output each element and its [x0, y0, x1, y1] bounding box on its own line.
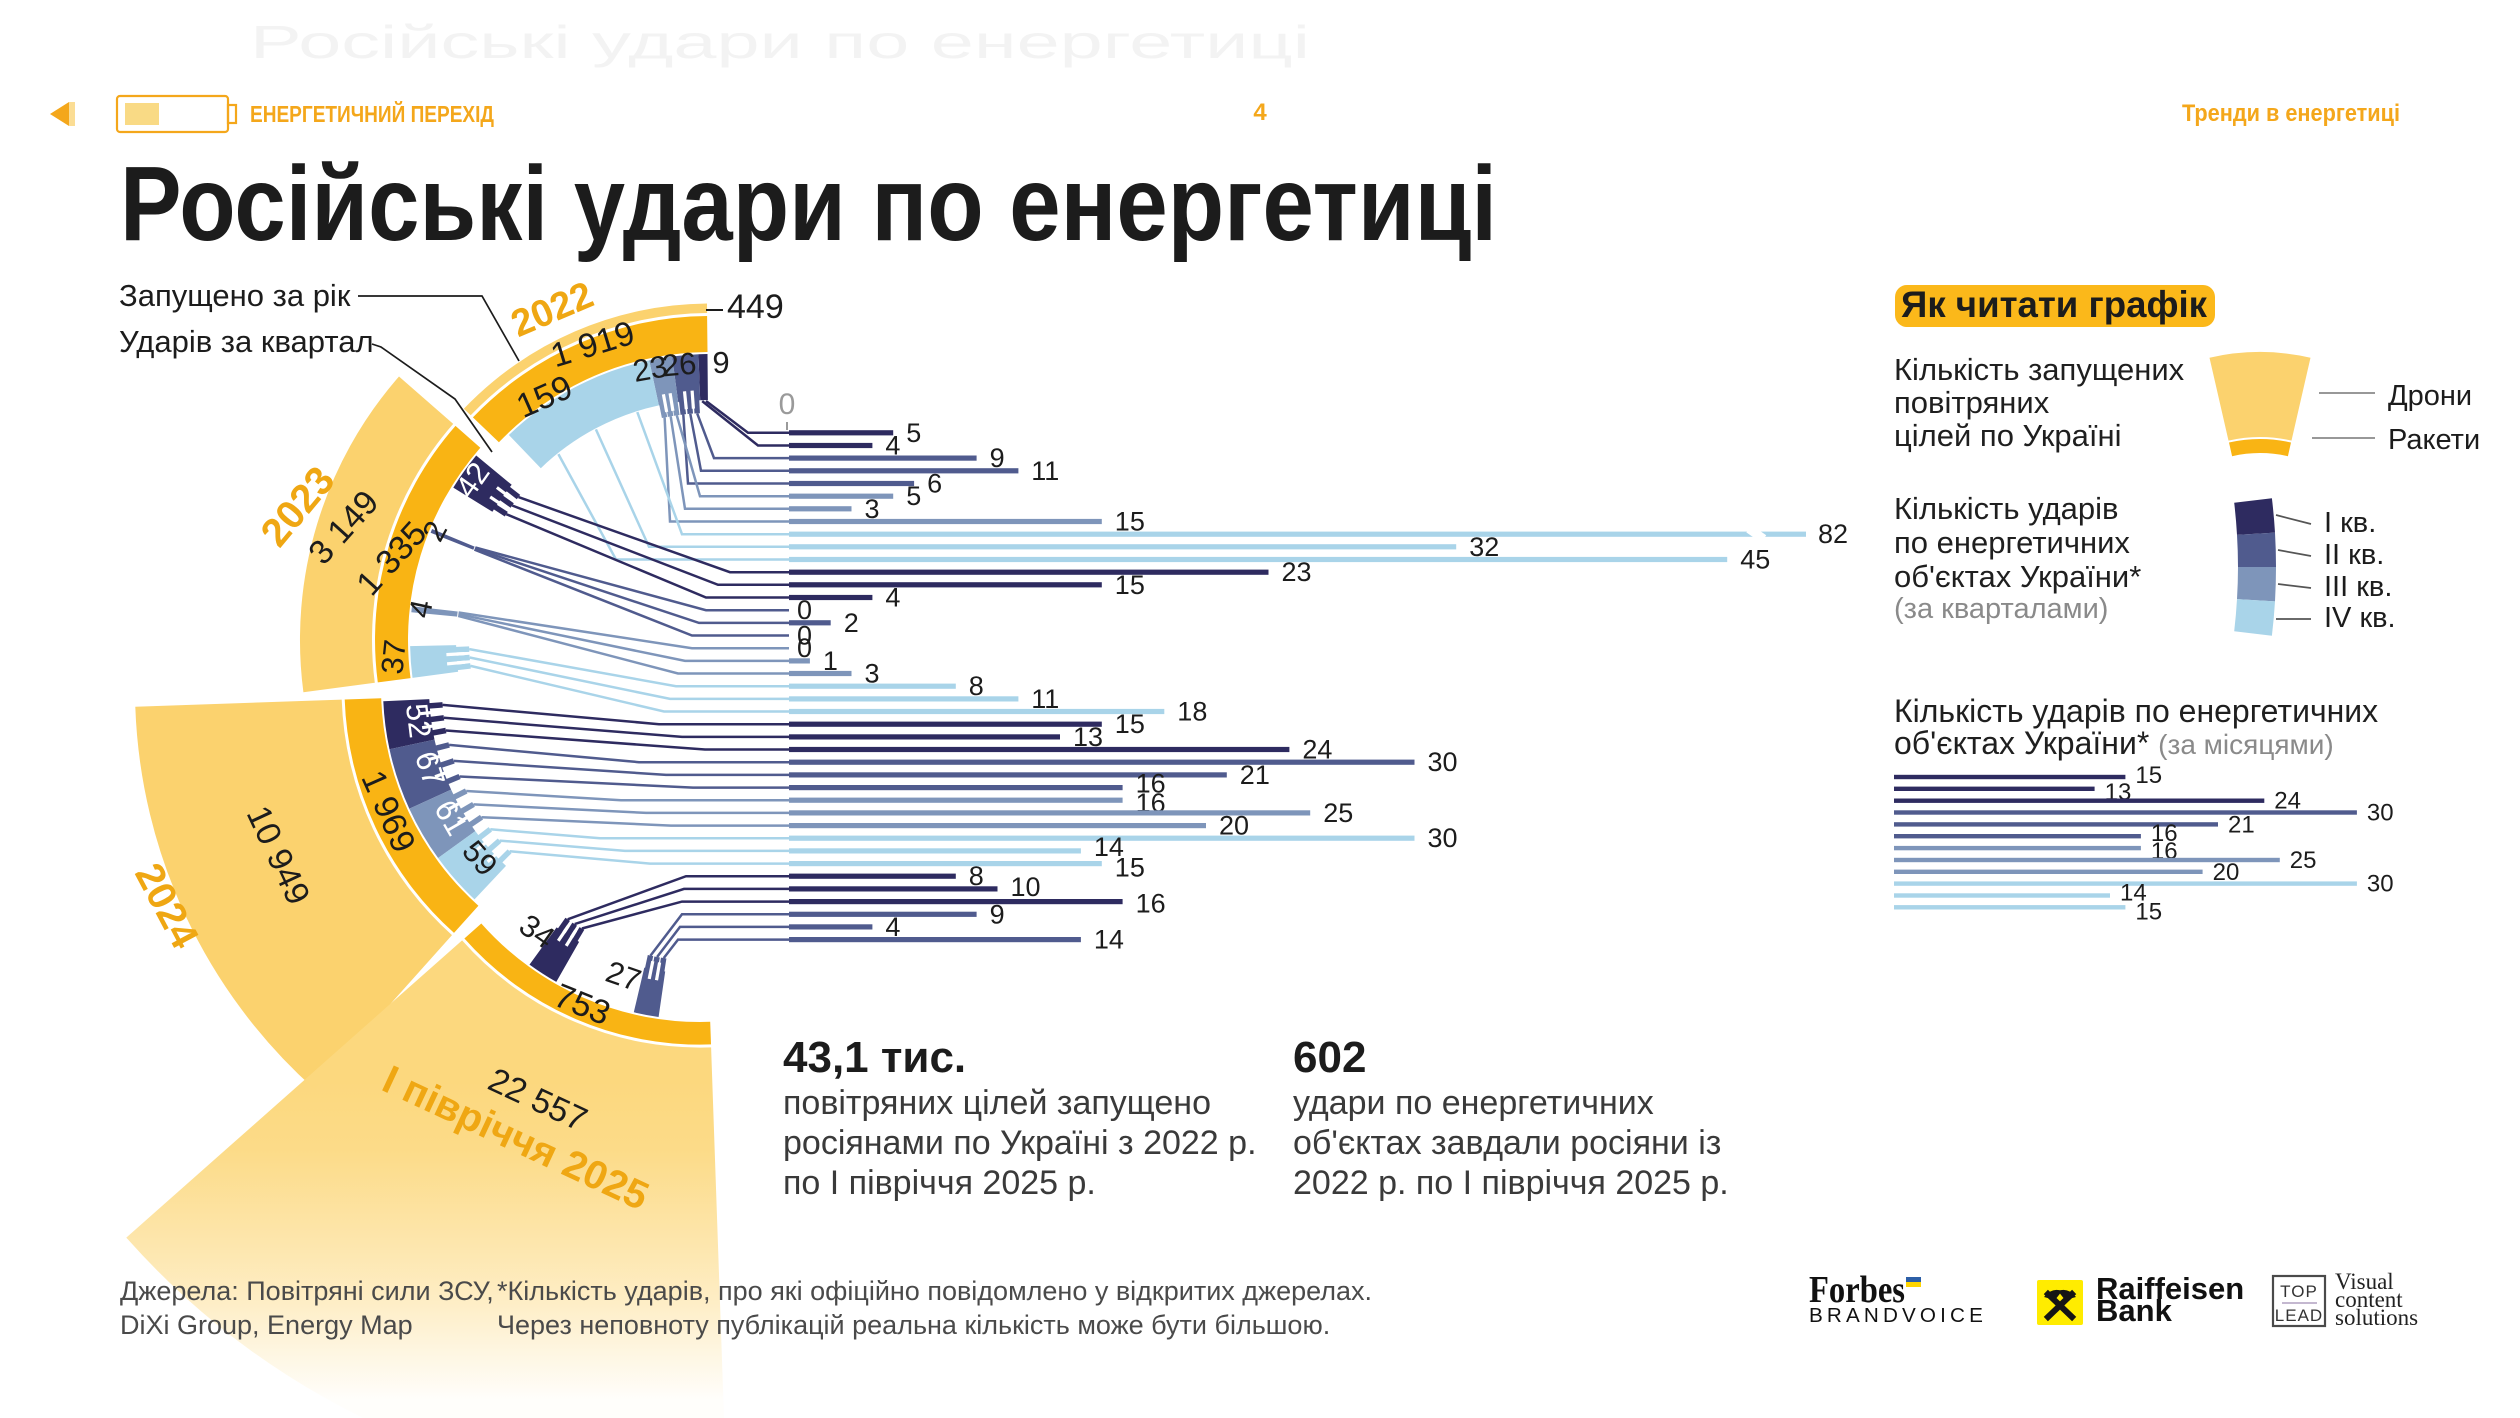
- svg-text:DiXi Group, Energy Map: DiXi Group, Energy Map: [120, 1310, 413, 1340]
- svg-text:30: 30: [2367, 800, 2394, 827]
- svg-text:9: 9: [990, 899, 1005, 929]
- svg-text:TOP: TOP: [2280, 1282, 2318, 1301]
- svg-text:14: 14: [2120, 880, 2147, 907]
- svg-text:Кількість запущених: Кількість запущених: [1894, 352, 2185, 387]
- svg-text:0: 0: [779, 388, 796, 421]
- svg-text:Forbes: Forbes: [1809, 1269, 1905, 1311]
- svg-text:16: 16: [1136, 769, 1166, 799]
- svg-text:14: 14: [1094, 832, 1124, 862]
- svg-text:Кількість ударів по енергетичн: Кількість ударів по енергетичних: [1894, 693, 2378, 729]
- svg-text:solutions: solutions: [2335, 1305, 2418, 1330]
- svg-text:15: 15: [1115, 853, 1145, 883]
- svg-text:30: 30: [1428, 747, 1458, 777]
- svg-text:20: 20: [2213, 859, 2240, 886]
- svg-text:Ракети: Ракети: [2388, 424, 2480, 456]
- svg-text:Російські удари по енергетиці: Російські удари по енергетиці: [120, 145, 1497, 263]
- svg-text:Visual: Visual: [2335, 1269, 2394, 1294]
- svg-text:І кв.: І кв.: [2324, 507, 2376, 539]
- svg-text:*Кількість ударів, про які офі: *Кількість ударів, про які офіційно пові…: [497, 1276, 1372, 1306]
- svg-text:14: 14: [1094, 925, 1124, 955]
- svg-text:30: 30: [2367, 871, 2394, 898]
- svg-text:Дрони: Дрони: [2388, 380, 2472, 412]
- svg-text:15: 15: [1115, 570, 1145, 600]
- svg-text:по І півріччя 2025 р.: по І півріччя 2025 р.: [783, 1164, 1096, 1202]
- svg-text:23: 23: [1282, 557, 1312, 587]
- svg-text:BRANDVOICE: BRANDVOICE: [1809, 1305, 1987, 1327]
- svg-text:52: 52: [399, 701, 438, 739]
- svg-text:об'єктах України*: об'єктах України*: [1894, 559, 2141, 594]
- svg-text:ІІ кв.: ІІ кв.: [2324, 539, 2384, 571]
- svg-text:82: 82: [1818, 519, 1848, 549]
- svg-text:ІІІ кв.: ІІІ кв.: [2324, 571, 2392, 603]
- svg-text:повітряних: повітряних: [1894, 385, 2050, 420]
- svg-text:0: 0: [797, 633, 812, 663]
- svg-text:1: 1: [823, 646, 838, 676]
- svg-text:4: 4: [885, 583, 900, 613]
- svg-text:15: 15: [1115, 507, 1145, 537]
- svg-text:Джерела: Повітряні сили ЗСУ,: Джерела: Повітряні сили ЗСУ,: [120, 1276, 494, 1306]
- svg-text:21: 21: [2228, 811, 2255, 838]
- svg-text:content: content: [2335, 1287, 2403, 1312]
- svg-text:Тренди в енергетиці: Тренди в енергетиці: [2182, 100, 2400, 127]
- svg-text:об'єктах України* (за місяцями: об'єктах України* (за місяцями): [1894, 725, 2334, 761]
- svg-text:по енергетичних: по енергетичних: [1894, 525, 2130, 560]
- svg-text:LEAD: LEAD: [2275, 1306, 2323, 1325]
- svg-text:Запущено за рік: Запущено за рік: [119, 278, 351, 313]
- svg-text:602: 602: [1293, 1033, 1366, 1082]
- svg-text:15: 15: [2135, 762, 2162, 789]
- svg-text:43,1 тис.: 43,1 тис.: [783, 1033, 966, 1082]
- svg-text:9: 9: [990, 443, 1005, 473]
- svg-text:16: 16: [2151, 820, 2178, 847]
- svg-text:4: 4: [885, 431, 900, 461]
- svg-text:15: 15: [2135, 898, 2162, 925]
- svg-text:26: 26: [660, 346, 697, 384]
- svg-text:Російські удари по енергетиці: Російські удари по енергетиці: [250, 16, 1310, 68]
- svg-text:9: 9: [712, 345, 729, 380]
- svg-text:23: 23: [630, 348, 670, 388]
- svg-text:цілей по Україні: цілей по Україні: [1894, 418, 2122, 453]
- svg-text:Кількість ударів: Кількість ударів: [1894, 491, 2119, 526]
- svg-text:24: 24: [1302, 735, 1332, 765]
- svg-text:0: 0: [797, 595, 812, 625]
- svg-text:росіянами по Україні з 2022 р.: росіянами по Україні з 2022 р.: [783, 1124, 1257, 1162]
- svg-text:Ударів за квартал: Ударів за квартал: [119, 324, 374, 359]
- svg-text:16: 16: [1136, 889, 1166, 919]
- svg-text:25: 25: [1323, 798, 1353, 828]
- svg-text:5: 5: [906, 418, 921, 448]
- svg-text:0: 0: [797, 621, 812, 651]
- svg-text:8: 8: [969, 671, 984, 701]
- svg-text:ЕНЕРГЕТИЧНИЙ ПЕРЕХІД: ЕНЕРГЕТИЧНИЙ ПЕРЕХІД: [250, 100, 494, 127]
- svg-text:37: 37: [374, 638, 412, 676]
- svg-text:Bank: Bank: [2096, 1293, 2173, 1328]
- svg-text:30: 30: [1428, 823, 1458, 853]
- svg-text:5: 5: [906, 481, 921, 511]
- svg-text:6: 6: [927, 469, 942, 499]
- svg-text:2: 2: [844, 608, 859, 638]
- svg-text:Через неповноту публікацій реа: Через неповноту публікацій реальна кільк…: [497, 1310, 1330, 1340]
- svg-text:18: 18: [1177, 697, 1207, 727]
- svg-text:4: 4: [1253, 99, 1267, 126]
- svg-text:8: 8: [969, 861, 984, 891]
- svg-text:4: 4: [885, 912, 900, 942]
- svg-text:Як читати графік: Як читати графік: [1901, 284, 2207, 325]
- svg-text:удари по енергетичних: удари по енергетичних: [1293, 1084, 1654, 1122]
- svg-text:24: 24: [2274, 788, 2301, 815]
- svg-text:2022 р. по І півріччя 2025 р.: 2022 р. по І півріччя 2025 р.: [1293, 1164, 1729, 1202]
- svg-text:45: 45: [1740, 545, 1770, 575]
- svg-text:15: 15: [1115, 709, 1145, 739]
- svg-text:об'єктах завдали росіяни із: об'єктах завдали росіяни із: [1293, 1124, 1721, 1162]
- svg-text:(за кварталами): (за кварталами): [1894, 593, 2108, 625]
- svg-text:Raiffeisen: Raiffeisen: [2096, 1271, 2244, 1306]
- svg-text:21: 21: [1240, 760, 1270, 790]
- svg-text:11: 11: [1031, 456, 1059, 486]
- svg-text:449: 449: [727, 288, 784, 326]
- svg-text:3: 3: [865, 659, 880, 689]
- svg-text:IV кв.: IV кв.: [2324, 602, 2396, 634]
- svg-text:32: 32: [1469, 532, 1499, 562]
- svg-text:10: 10: [1011, 872, 1041, 902]
- svg-text:3: 3: [865, 494, 880, 524]
- svg-text:повітряних цілей запущено: повітряних цілей запущено: [783, 1084, 1211, 1122]
- svg-text:25: 25: [2290, 847, 2317, 874]
